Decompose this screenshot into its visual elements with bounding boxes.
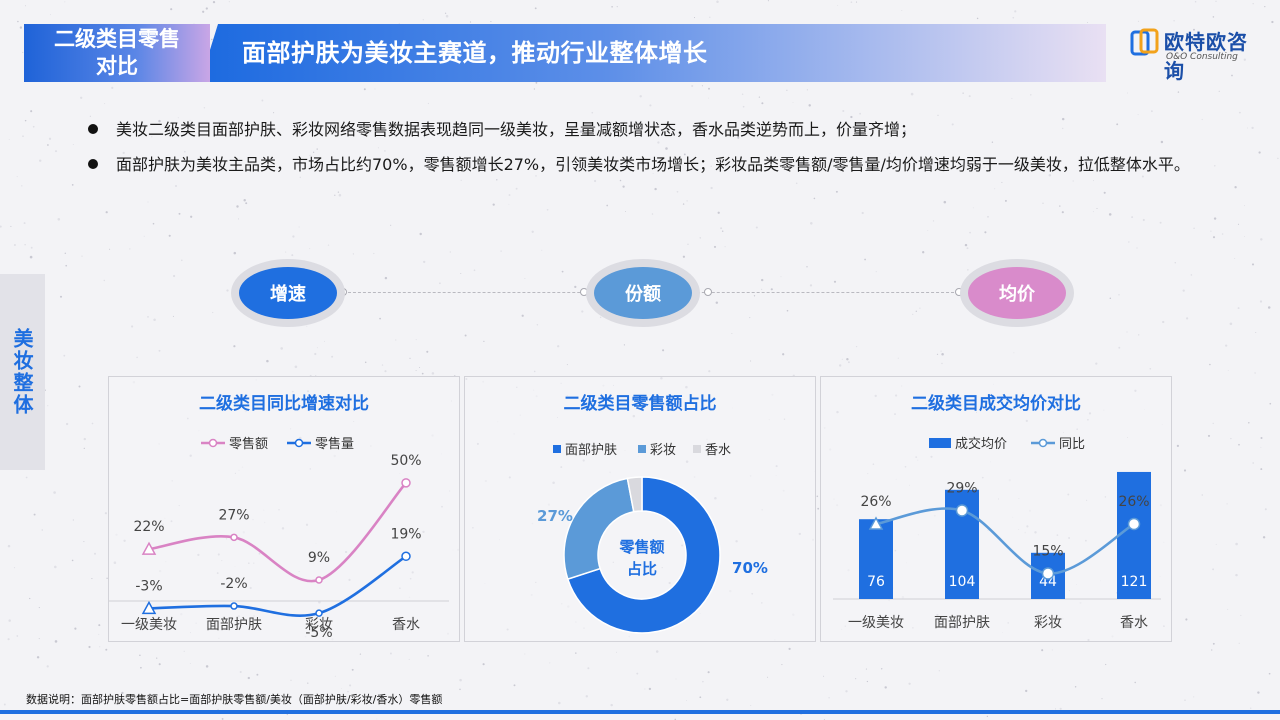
legend-label: 彩妆	[650, 443, 676, 458]
data-point	[1127, 517, 1141, 531]
data-point-triangle	[141, 541, 157, 555]
pill-share: 份额	[586, 259, 700, 327]
series-line	[875, 507, 1135, 575]
slice-label: 27%	[537, 507, 573, 525]
x-tick-label: 一级美妆	[121, 617, 177, 633]
data-label: 26%	[1118, 494, 1149, 510]
side-category-label: 美妆整体	[10, 328, 34, 416]
legend-marker-icon	[208, 438, 218, 448]
data-label: 29%	[946, 481, 977, 497]
legend-swatch-icon	[553, 445, 561, 453]
data-point	[401, 478, 411, 488]
legend-marker-icon	[1038, 438, 1048, 448]
data-point	[315, 609, 323, 617]
legend-marker-icon	[294, 438, 304, 448]
data-point-triangle	[868, 516, 884, 530]
header-title-bar	[200, 24, 1106, 82]
x-tick-label: 彩妆	[1034, 615, 1062, 631]
legend-swatch-icon	[638, 445, 646, 453]
x-tick-label: 面部护肤	[934, 615, 990, 631]
x-tick-label: 香水	[392, 617, 420, 633]
section-tag-line1: 二级类目零售	[54, 27, 180, 51]
growth-chart-panel: 二级类目同比增速对比 零售额 零售量 22% 27% 9% 50% -3% -2% -5% 19%…	[108, 376, 460, 642]
data-label: 50%	[390, 453, 421, 469]
data-point-triangle	[141, 600, 157, 615]
pill-price-label: 均价	[968, 267, 1066, 319]
data-point	[230, 602, 238, 610]
x-tick-label: 一级美妆	[848, 615, 904, 631]
data-point	[401, 551, 411, 562]
data-point	[955, 504, 969, 517]
legend-label: 零售量	[315, 436, 354, 452]
data-label: 22%	[133, 519, 164, 535]
series-line	[148, 481, 407, 583]
bullet-item: 美妆二级类目面部护肤、彩妆网络零售数据表现趋同一级美妆，呈量减额增状态，香水品类…	[88, 112, 1208, 147]
company-logo: 欧特欧咨询 O&O Consulting	[1130, 26, 1260, 83]
series-line	[148, 555, 407, 617]
donut-slice	[563, 477, 635, 581]
logo-name-cn: 欧特欧咨询	[1164, 30, 1248, 83]
data-label: 15%	[1032, 544, 1063, 560]
slice-label: 70%	[732, 559, 768, 577]
data-point	[1041, 567, 1055, 580]
bullet-dot-icon	[88, 124, 98, 134]
bar-value-label: 44	[1039, 574, 1057, 590]
legend-swatch-icon	[693, 445, 701, 453]
data-label: 19%	[390, 526, 421, 542]
data-label: 27%	[218, 507, 249, 523]
x-tick-label: 彩妆	[305, 617, 333, 633]
price-chart-panel: 二级类目成交均价对比 成交均价 同比 76 104 44 121 26% 29% 15% 26% 一…	[820, 376, 1172, 642]
donut-slice	[566, 476, 721, 634]
legend-label: 香水	[705, 443, 731, 458]
data-label: 26%	[860, 494, 891, 510]
connector-node-icon	[704, 288, 712, 296]
growth-line-chart: 零售额 零售量 22% 27% 9% 50% -3% -2% -5% 19% 一级美妆 面部护肤 彩妆 香…	[109, 436, 449, 641]
logo-mark-icon	[1130, 28, 1159, 56]
pill-share-label: 份额	[594, 267, 692, 319]
chart-title: 二级类目零售额占比	[563, 394, 717, 414]
chart-title: 二级类目成交均价对比	[911, 394, 1081, 414]
donut-center-label: 零售额	[618, 538, 664, 556]
legend-label: 面部护肤	[565, 443, 617, 458]
data-label: -5%	[305, 625, 332, 641]
summary-bullets: 美妆二级类目面部护肤、彩妆网络零售数据表现趋同一级美妆，呈量减额增状态，香水品类…	[88, 112, 1208, 182]
bullet-text: 面部护肤为美妆主品类，市场占比约70%，零售额增长27%，引领美妆类市场增长；彩…	[116, 155, 1190, 174]
section-tag: 二级类目零售 对比	[24, 24, 210, 82]
x-tick-label: 香水	[1120, 615, 1148, 631]
bullet-text: 美妆二级类目面部护肤、彩妆网络零售数据表现趋同一级美妆，呈量减额增状态，香水品类…	[116, 120, 917, 139]
x-tick-label: 面部护肤	[206, 617, 262, 633]
legend-label: 零售额	[229, 436, 268, 452]
bar-value-label: 104	[949, 574, 976, 590]
price-combo-chart: 成交均价 同比 76 104 44 121 26% 29% 15% 26% 一级美妆 面部护肤 彩妆 香水	[833, 436, 1161, 631]
data-label: -2%	[220, 576, 247, 592]
logo-name-en: O&O Consulting	[1166, 52, 1238, 62]
bottom-rule	[0, 710, 1280, 714]
bullet-dot-icon	[88, 159, 98, 169]
bar	[859, 519, 893, 599]
legend-label: 成交均价	[955, 436, 1007, 452]
legend-label: 同比	[1059, 437, 1085, 452]
data-point	[315, 576, 323, 584]
pill-growth-label: 增速	[239, 267, 337, 319]
pill-growth: 增速	[231, 259, 345, 327]
page-title: 面部护肤为美妆主赛道，推动行业整体增长	[242, 39, 708, 67]
data-label: 9%	[308, 550, 330, 566]
share-chart-panel: 二级类目零售额占比 面部护肤 彩妆 香水零售额占比 70% 27%	[464, 376, 816, 642]
legend-swatch-icon	[929, 438, 951, 448]
bar-value-label: 76	[867, 574, 885, 590]
donut-center-label: 占比	[627, 560, 657, 578]
data-point	[230, 533, 238, 542]
data-label: -3%	[135, 578, 162, 594]
pill-price: 均价	[960, 259, 1074, 327]
bullet-item: 面部护肤为美妆主品类，市场占比约70%，零售额增长27%，引领美妆类市场增长；彩…	[88, 147, 1208, 182]
bar-value-label: 121	[1121, 574, 1148, 590]
data-footnote: 数据说明：面部护肤零售额占比=面部护肤零售额/美妆（面部护肤/彩妆/香水）零售额	[26, 693, 443, 706]
side-category-tab: 美妆整体	[0, 274, 45, 470]
donut-slice	[626, 476, 643, 513]
bar	[1117, 471, 1151, 599]
section-tag-line2: 对比	[96, 54, 138, 78]
chart-title: 二级类目同比增速对比	[199, 394, 369, 414]
